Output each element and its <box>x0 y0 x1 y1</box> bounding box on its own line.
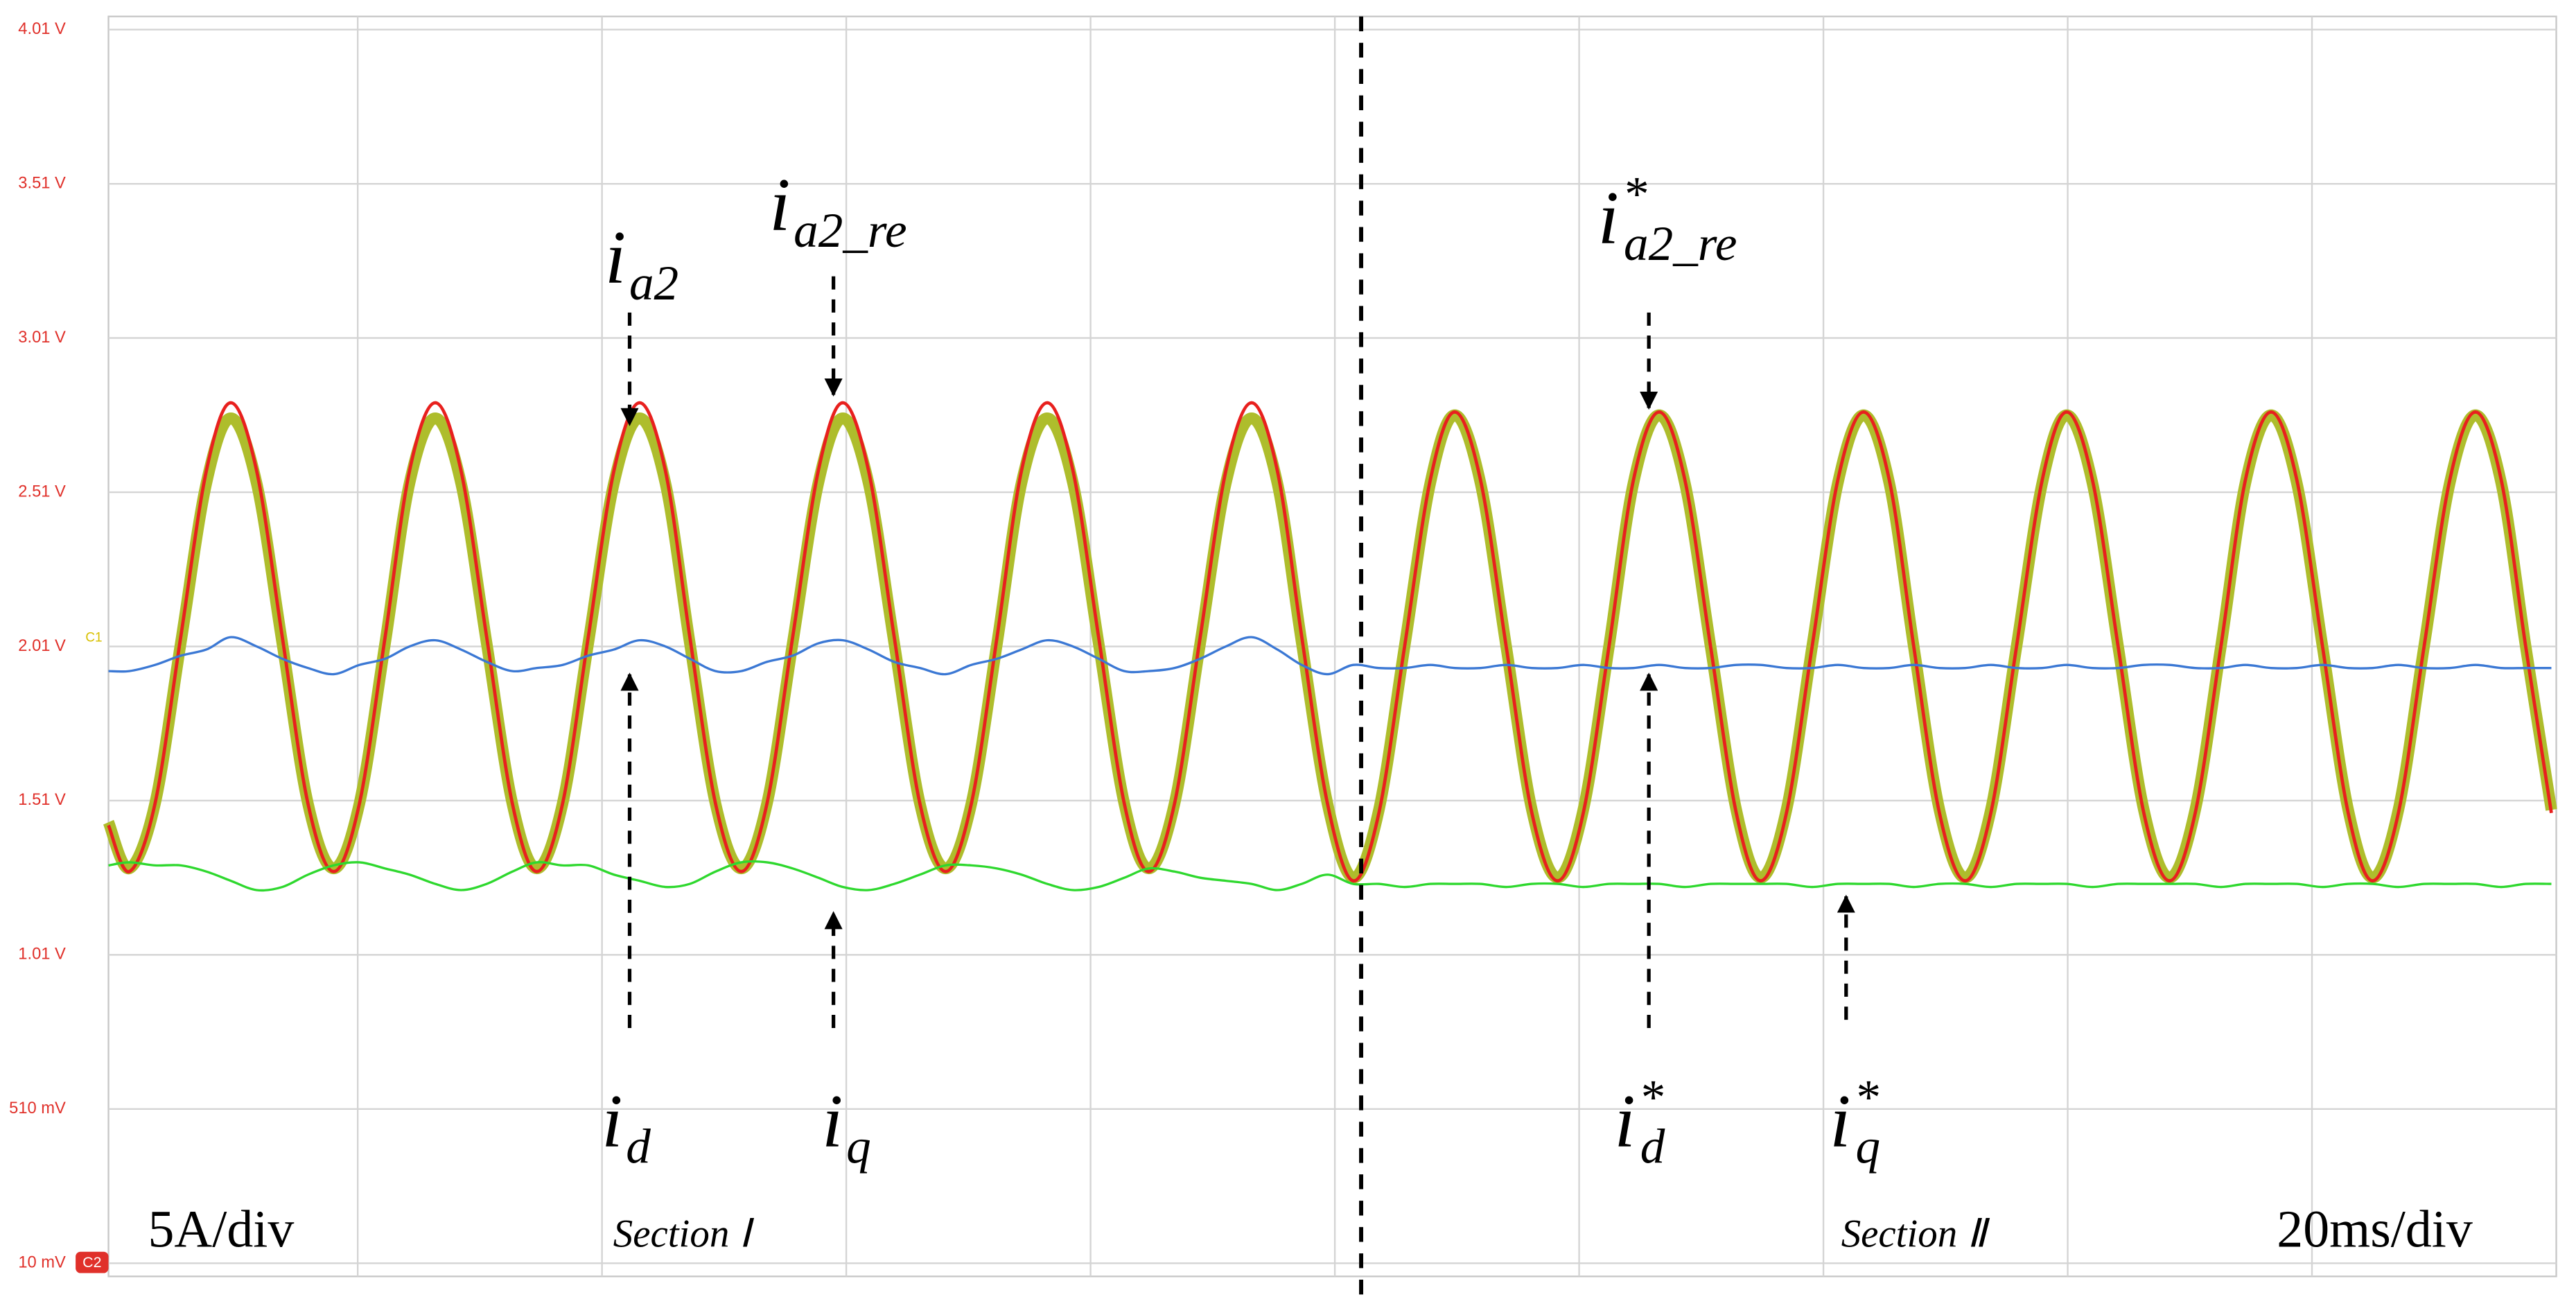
annotation-sub: q <box>1856 1120 1881 1174</box>
annotation-base: i <box>1614 1079 1635 1163</box>
section-label: Section Ⅱ <box>1841 1212 1990 1256</box>
annotation-sup: * <box>1622 168 1647 222</box>
overlay: i a2i a2_re i * a2_rei d i q i * d i * q5A/div 20ms/div… <box>76 16 2473 1306</box>
grid: 4.01 V 3.51 V 3.01 V 2.51 V 2.01 V 1.51 V 1.01… <box>9 15 2557 1278</box>
annotation-sup: * <box>1854 1070 1879 1124</box>
annotation-sub: a2_re <box>1624 217 1737 271</box>
y-tick-label: 510 mV <box>9 1099 66 1117</box>
y-tick-label: 1.51 V <box>18 791 66 809</box>
trace-line <box>108 636 2552 676</box>
annotation-base: i <box>605 216 626 299</box>
annotation-sub: q <box>846 1120 871 1174</box>
time-scale-label: 20ms/div <box>2277 1201 2473 1259</box>
vertical-scale-label: 5A/div <box>148 1201 294 1259</box>
y-tick-label: 1.01 V <box>18 946 66 964</box>
annotation-base: i <box>769 163 790 247</box>
annotation-base: i <box>1598 176 1619 260</box>
y-tick-label: 10 mV <box>18 1254 66 1272</box>
y-tick-label: 3.01 V <box>18 329 66 347</box>
trace-line <box>108 860 2552 892</box>
trace-line <box>107 401 2553 883</box>
annotation-sub: a2_re <box>794 204 906 258</box>
annotation-sup: * <box>1638 1070 1663 1124</box>
annotation-base: i <box>1830 1079 1850 1163</box>
y-tick-label: 2.51 V <box>18 482 66 500</box>
annotation-label: i a2_re <box>769 163 906 258</box>
channel-marker: C1 <box>85 631 102 645</box>
annotation-label: i * a2_re <box>1598 168 1737 271</box>
y-tick-label: 4.01 V <box>18 20 66 38</box>
channel-badge <box>76 1251 109 1273</box>
annotation-label: i a2 <box>605 216 678 311</box>
y-tick-label: 3.51 V <box>18 174 66 192</box>
annotation-base: i <box>822 1079 843 1163</box>
channel-marker: C2 <box>82 1254 101 1271</box>
annotation-label: i * d <box>1614 1070 1665 1174</box>
annotation-base: i <box>602 1079 622 1163</box>
annotation-sub: a2 <box>629 256 678 311</box>
annotation-sub: d <box>1640 1120 1665 1174</box>
traces <box>103 401 2557 892</box>
annotation-label: i * q <box>1830 1070 1880 1174</box>
annotation-sub: d <box>626 1120 651 1174</box>
section-label: Section Ⅰ <box>613 1212 755 1256</box>
y-tick-label: 2.01 V <box>18 637 66 655</box>
